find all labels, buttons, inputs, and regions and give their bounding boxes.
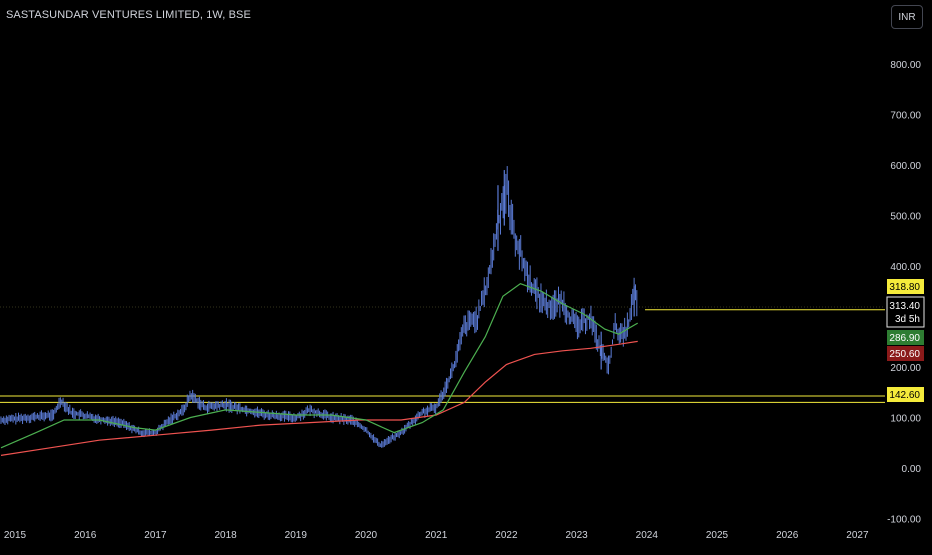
x-tick-label: 2019 (285, 530, 308, 541)
last-close-label: 318.80 (887, 279, 924, 294)
support-label: 142.60 (887, 387, 924, 402)
ma-fast-label-bg (887, 330, 924, 345)
ma-slow-label-text: 250.60 (889, 349, 920, 360)
x-tick-label: 2025 (706, 530, 729, 541)
y-tick-label: 200.00 (890, 363, 921, 374)
ma-slow-label-bg (887, 346, 924, 361)
currency-button[interactable]: INR (891, 5, 923, 29)
ma-slow-label: 250.60 (887, 346, 924, 361)
current-price-text: 313.40 (889, 301, 920, 312)
y-tick-label: 600.00 (890, 161, 921, 172)
x-tick-label: 2015 (4, 530, 27, 541)
x-tick-label: 2022 (495, 530, 518, 541)
x-tick-label: 2020 (355, 530, 378, 541)
x-tick-label: 2026 (776, 530, 799, 541)
x-tick-label: 2027 (846, 530, 869, 541)
support-label-text: 142.60 (889, 390, 920, 401)
symbol-title: SASTASUNDAR VENTURES LIMITED, 1W, BSE (6, 9, 251, 21)
y-tick-label: 500.00 (890, 212, 921, 223)
last-close-label-bg (887, 279, 924, 294)
y-tick-label: 0.00 (902, 464, 922, 475)
current-price-bg (886, 296, 925, 328)
ma-slow-line (0, 340, 638, 456)
y-tick-label: 700.00 (890, 111, 921, 122)
current-price-label: 313.40 3d 5h (886, 296, 925, 328)
ma-fast-label: 286.90 (887, 330, 924, 345)
x-tick-label: 2021 (425, 530, 448, 541)
y-tick-label: 100.00 (890, 414, 921, 425)
x-tick-label: 2024 (636, 530, 659, 541)
x-tick-label: 2016 (74, 530, 97, 541)
countdown-text: 3d 5h (895, 314, 920, 325)
y-tick-label: 800.00 (890, 60, 921, 71)
y-tick-label: 400.00 (890, 262, 921, 273)
y-tick-label: -100.00 (887, 515, 921, 526)
x-tick-label: 2023 (565, 530, 588, 541)
x-tick-label: 2018 (214, 530, 237, 541)
x-tick-label: 2017 (144, 530, 167, 541)
ma-fast-line (0, 283, 639, 449)
support-label-bg (887, 387, 924, 402)
last-close-label-text: 318.80 (889, 282, 920, 293)
ma-fast-label-text: 286.90 (889, 333, 920, 344)
